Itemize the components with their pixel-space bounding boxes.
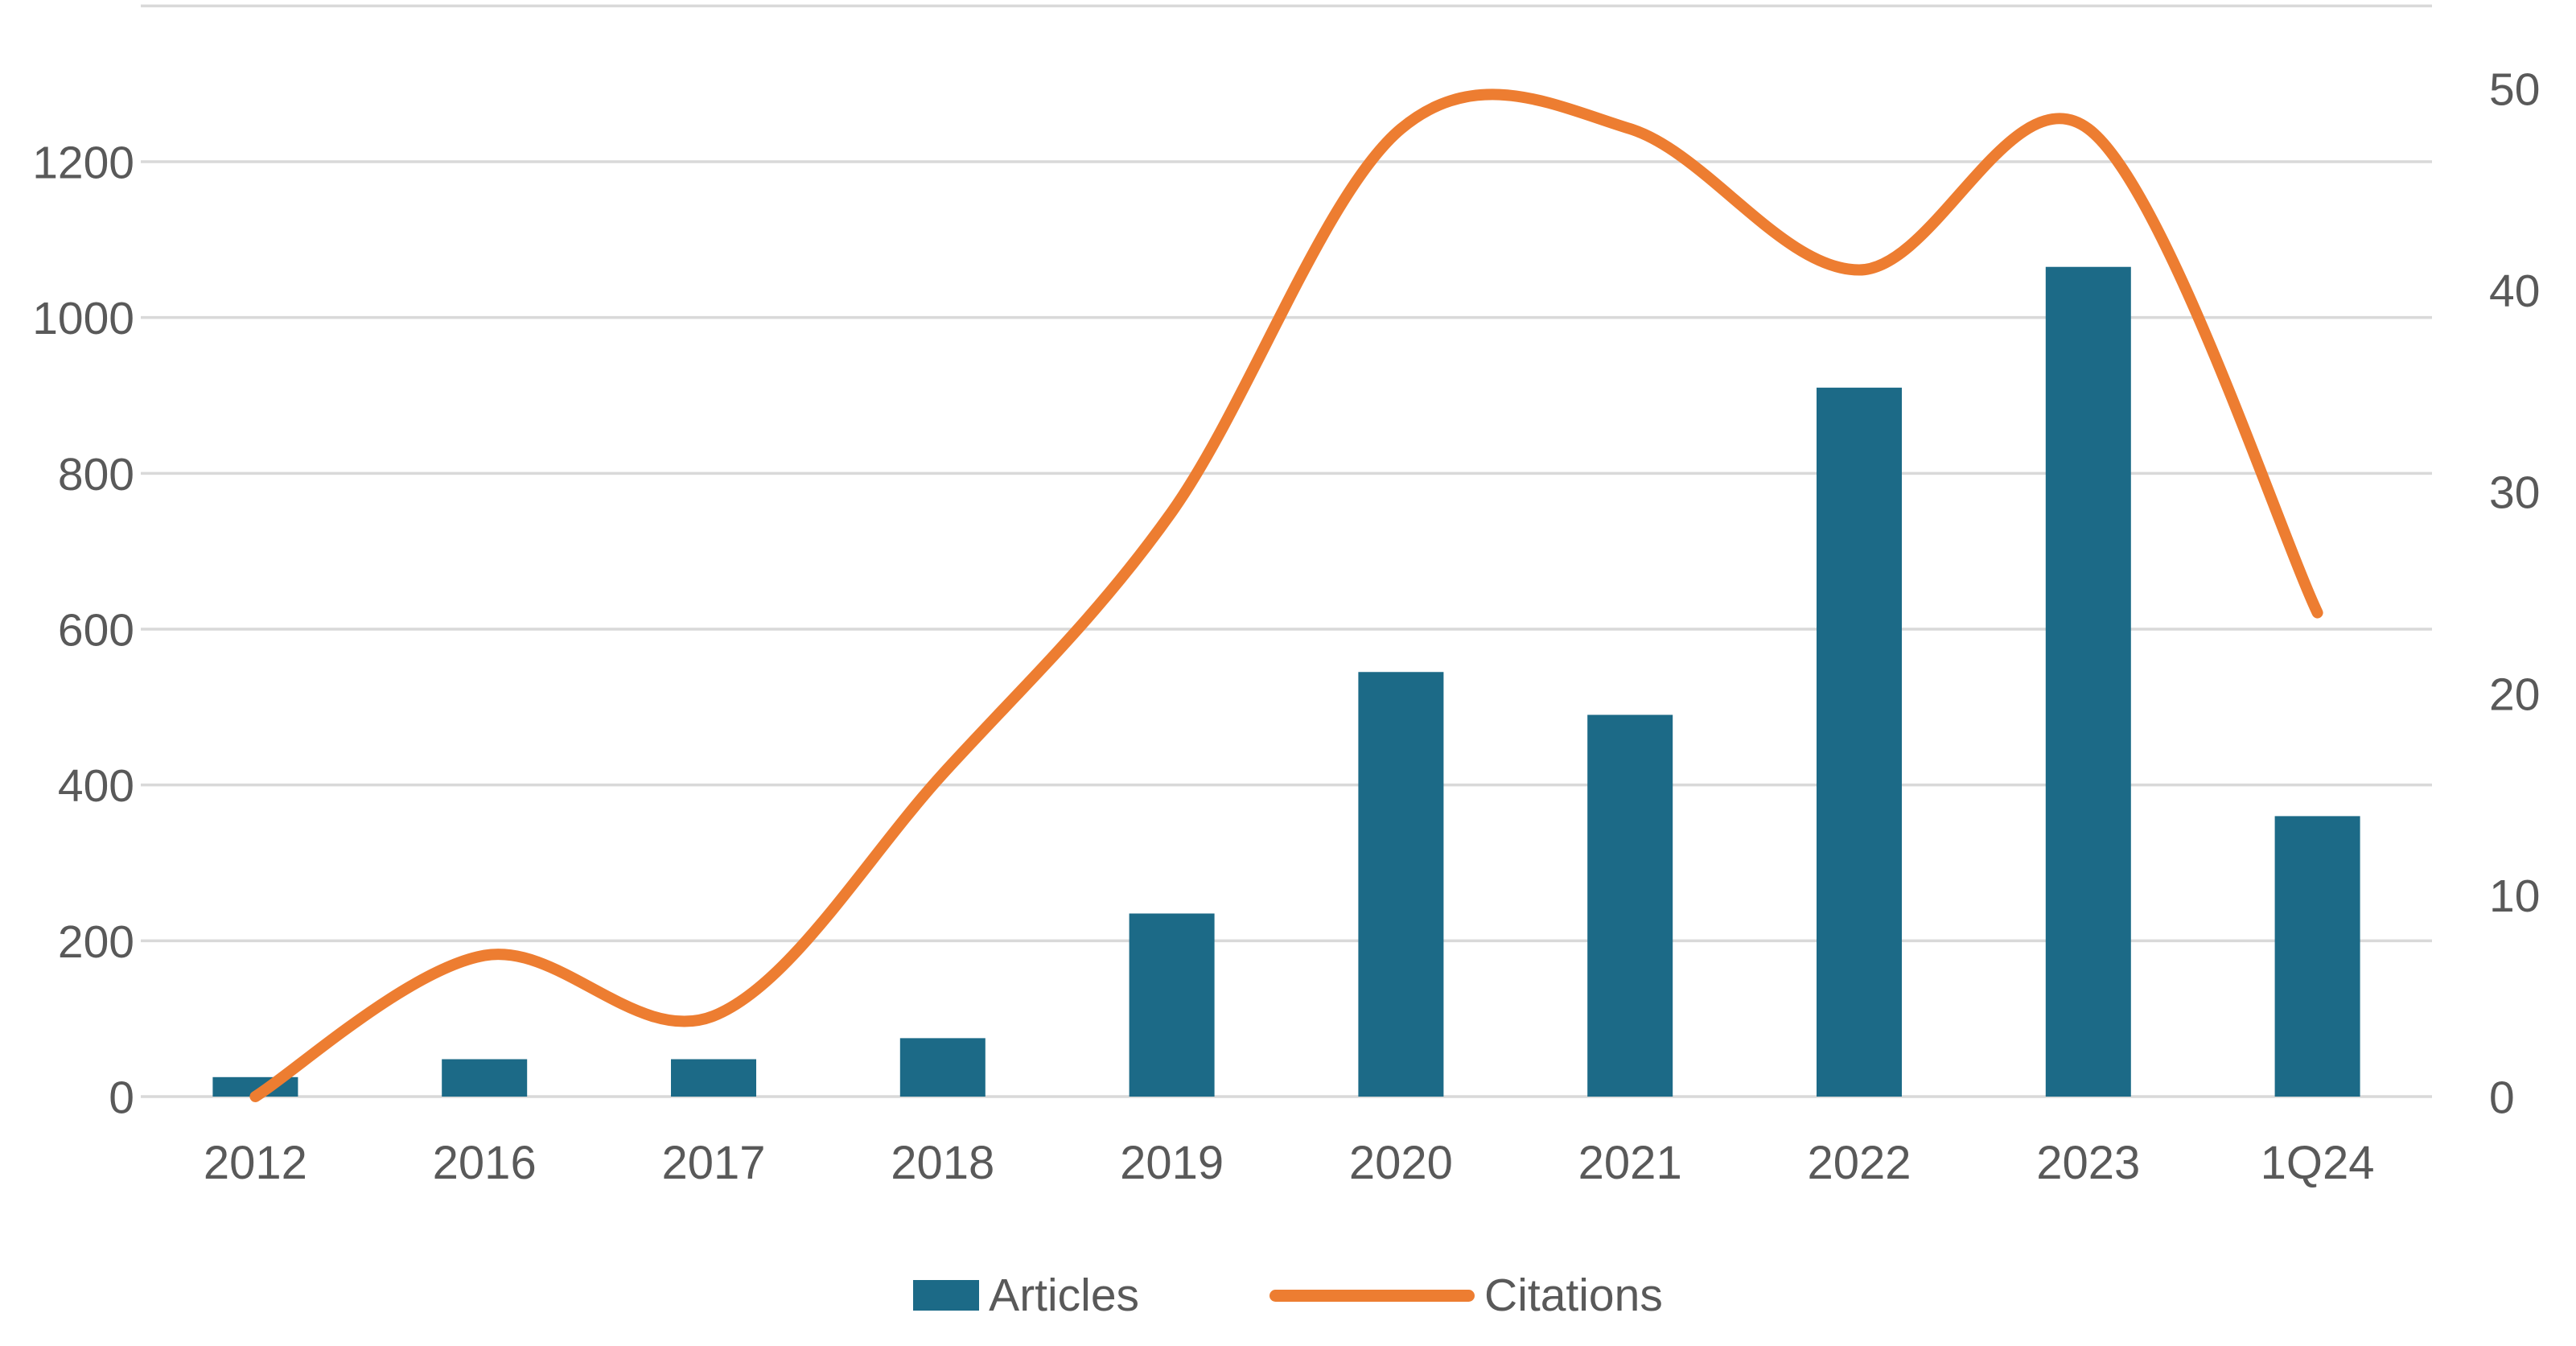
y-axis-left-tick-200: 200 (58, 916, 134, 968)
legend-label-citations: Citations (1484, 1269, 1663, 1321)
y-axis-left-tick-0: 0 (109, 1072, 134, 1124)
bar-2016 (442, 1059, 528, 1097)
y-axis-right-tick-20: 20 (2489, 669, 2540, 720)
y-axis-left-tick-800: 800 (58, 449, 134, 500)
bar-2023 (2045, 266, 2131, 1097)
x-axis-label-2020: 2020 (1349, 1137, 1453, 1189)
citations-legend-swatch (1269, 1289, 1475, 1302)
bar-2018 (899, 1038, 986, 1097)
y-axis-left-tick-1000: 1000 (32, 293, 134, 344)
y-axis-right-tick-0: 0 (2489, 1072, 2515, 1124)
y-axis-right-tick-10: 10 (2489, 871, 2540, 922)
x-axis-label-2017: 2017 (661, 1137, 765, 1189)
bar-2017 (671, 1059, 756, 1097)
y-axis-right-tick-40: 40 (2489, 265, 2540, 317)
articles-legend-swatch (913, 1280, 980, 1311)
bar-2021 (1587, 714, 1673, 1097)
x-axis-label-2021: 2021 (1578, 1137, 1682, 1189)
y-axis-right-tick-30: 30 (2489, 467, 2540, 519)
legend-label-articles: Articles (989, 1269, 1140, 1321)
x-axis-label-2019: 2019 (1120, 1137, 1224, 1189)
bar-2022 (1817, 387, 1902, 1097)
y-axis-left-tick-1200: 1200 (32, 138, 134, 189)
x-axis-label-2012: 2012 (204, 1137, 307, 1189)
x-axis-label-2016: 2016 (433, 1137, 537, 1189)
y-axis-left-tick-400: 400 (58, 760, 134, 812)
y-axis-right-tick-50: 50 (2489, 64, 2540, 116)
bar-2019 (1129, 913, 1215, 1097)
x-axis-label-2018: 2018 (891, 1137, 994, 1189)
legend: Articles Citations (0, 1265, 2576, 1326)
bar-1Q24 (2274, 816, 2360, 1097)
x-axis-label-2022: 2022 (1807, 1137, 1911, 1189)
x-axis-label-1Q24: 1Q24 (2261, 1137, 2375, 1189)
citations-line (249, 88, 2323, 1102)
y-axis-left-tick-600: 600 (58, 605, 134, 657)
x-axis-label-2023: 2023 (2036, 1137, 2140, 1189)
bar-2020 (1358, 672, 1444, 1097)
